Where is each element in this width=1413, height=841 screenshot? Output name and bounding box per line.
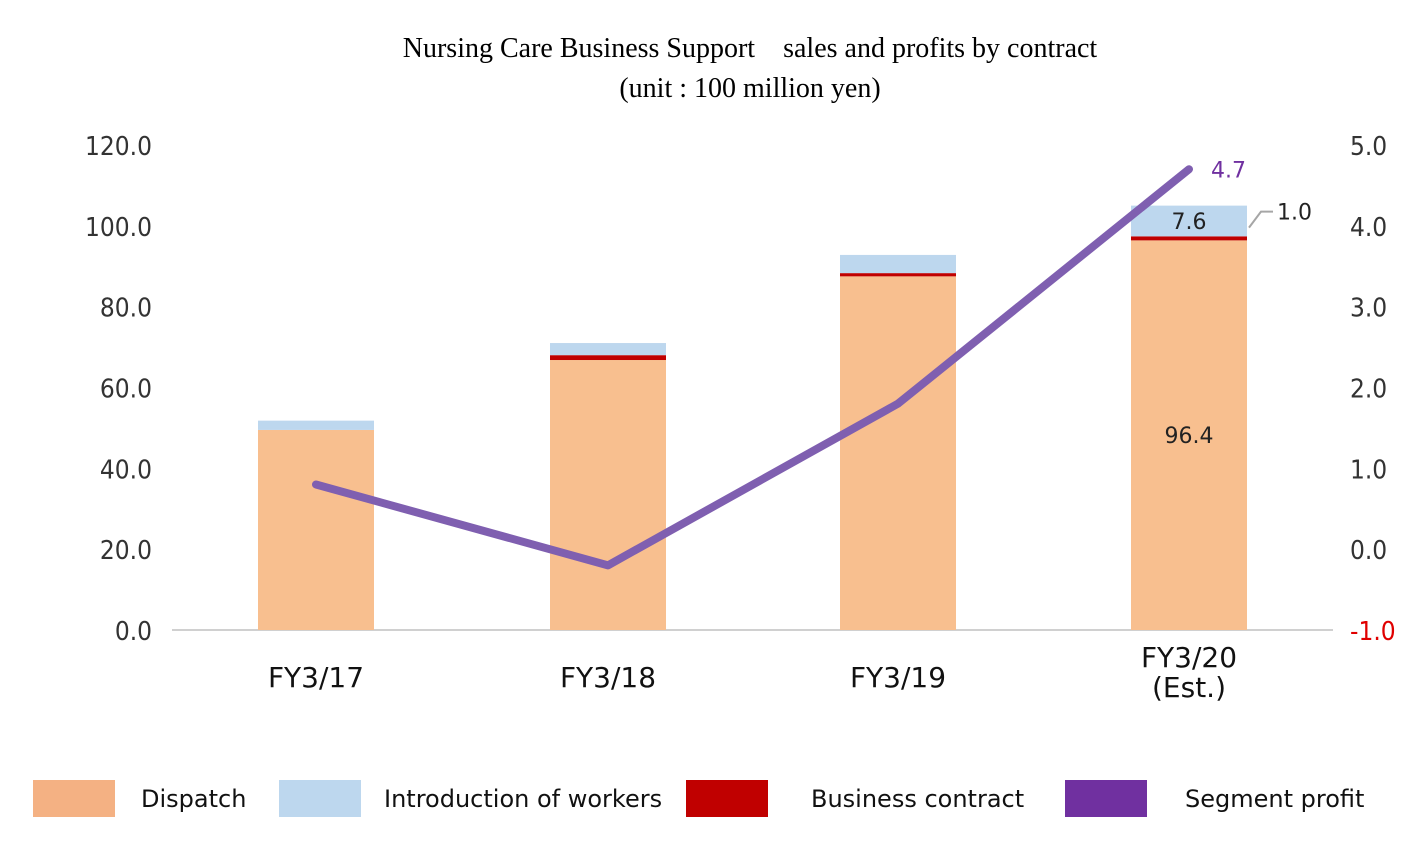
legend-swatch-business-contract <box>686 780 768 817</box>
bar-dispatch <box>258 429 374 630</box>
bar-introduction-of-workers <box>840 254 956 274</box>
right-tick-label: 1.0 <box>1350 455 1387 485</box>
chart-subtitle: (unit : 100 million yen) <box>619 73 880 104</box>
legend-label-business-contract: Business contract <box>811 785 1024 813</box>
legend-swatch-introduction-of-workers <box>279 780 361 817</box>
right-tick-label: -1.0 <box>1350 617 1396 647</box>
right-tick-label: 2.0 <box>1350 375 1387 405</box>
data-label-segment-profit: 4.7 <box>1211 158 1246 183</box>
bar-business-contract <box>840 273 956 277</box>
category-label: FY3/18 <box>560 661 656 694</box>
right-tick-label: 4.0 <box>1350 213 1387 243</box>
segment-profit-line <box>312 165 1193 570</box>
bar-business-contract <box>1131 236 1247 241</box>
left-tick-label: 40.0 <box>100 455 152 485</box>
data-labels: 96.4 7.6 1.0 4.7 <box>1165 158 1312 449</box>
right-tick-label: 0.0 <box>1350 536 1387 566</box>
left-tick-label: 120.0 <box>85 132 152 162</box>
left-tick-label: 0.0 <box>115 617 152 647</box>
bar-introduction-of-workers <box>1131 205 1247 237</box>
legend-label-segment-profit: Segment profit <box>1185 785 1364 813</box>
line-segment-profit <box>312 165 1193 570</box>
category-label: (Est.) <box>1152 671 1226 704</box>
data-label-dispatch: 96.4 <box>1165 424 1214 449</box>
bar-introduction-of-workers <box>550 343 666 356</box>
left-tick-label: 60.0 <box>100 375 152 405</box>
left-tick-label: 20.0 <box>100 536 152 566</box>
data-label-introduction: 7.6 <box>1172 210 1207 235</box>
left-axis: 0.0 20.0 40.0 60.0 80.0 100.0 120.0 <box>85 132 152 647</box>
legend-label-dispatch: Dispatch <box>141 785 246 813</box>
category-label: FY3/19 <box>850 661 946 694</box>
legend: Dispatch Introduction of workers Business … <box>33 780 1364 817</box>
left-tick-label: 80.0 <box>100 294 152 324</box>
data-label-business-contract: 1.0 <box>1277 201 1312 226</box>
bars <box>258 205 1247 630</box>
category-labels: FY3/17 FY3/18 FY3/19 FY3/20(Est.) <box>268 641 1237 704</box>
right-tick-label: 3.0 <box>1350 294 1387 324</box>
bar-dispatch <box>1131 240 1247 630</box>
leader-line-business-contract <box>1248 210 1273 229</box>
left-tick-label: 100.0 <box>85 213 152 243</box>
category-label: FY3/17 <box>268 661 364 694</box>
bar-introduction-of-workers <box>258 420 374 430</box>
right-tick-label: 5.0 <box>1350 132 1387 162</box>
legend-label-introduction-of-workers: Introduction of workers <box>384 785 662 813</box>
bar-dispatch <box>840 276 956 630</box>
legend-swatch-segment-profit <box>1065 780 1147 817</box>
bar-dispatch <box>550 360 666 630</box>
legend-swatch-dispatch <box>33 780 115 817</box>
right-axis: -1.0 0.0 1.0 2.0 3.0 4.0 5.0 <box>1350 132 1396 647</box>
chart-title: Nursing Care Business Support sales and … <box>403 33 1098 64</box>
category-label: FY3/20 <box>1141 641 1237 674</box>
bar-business-contract <box>550 355 666 361</box>
